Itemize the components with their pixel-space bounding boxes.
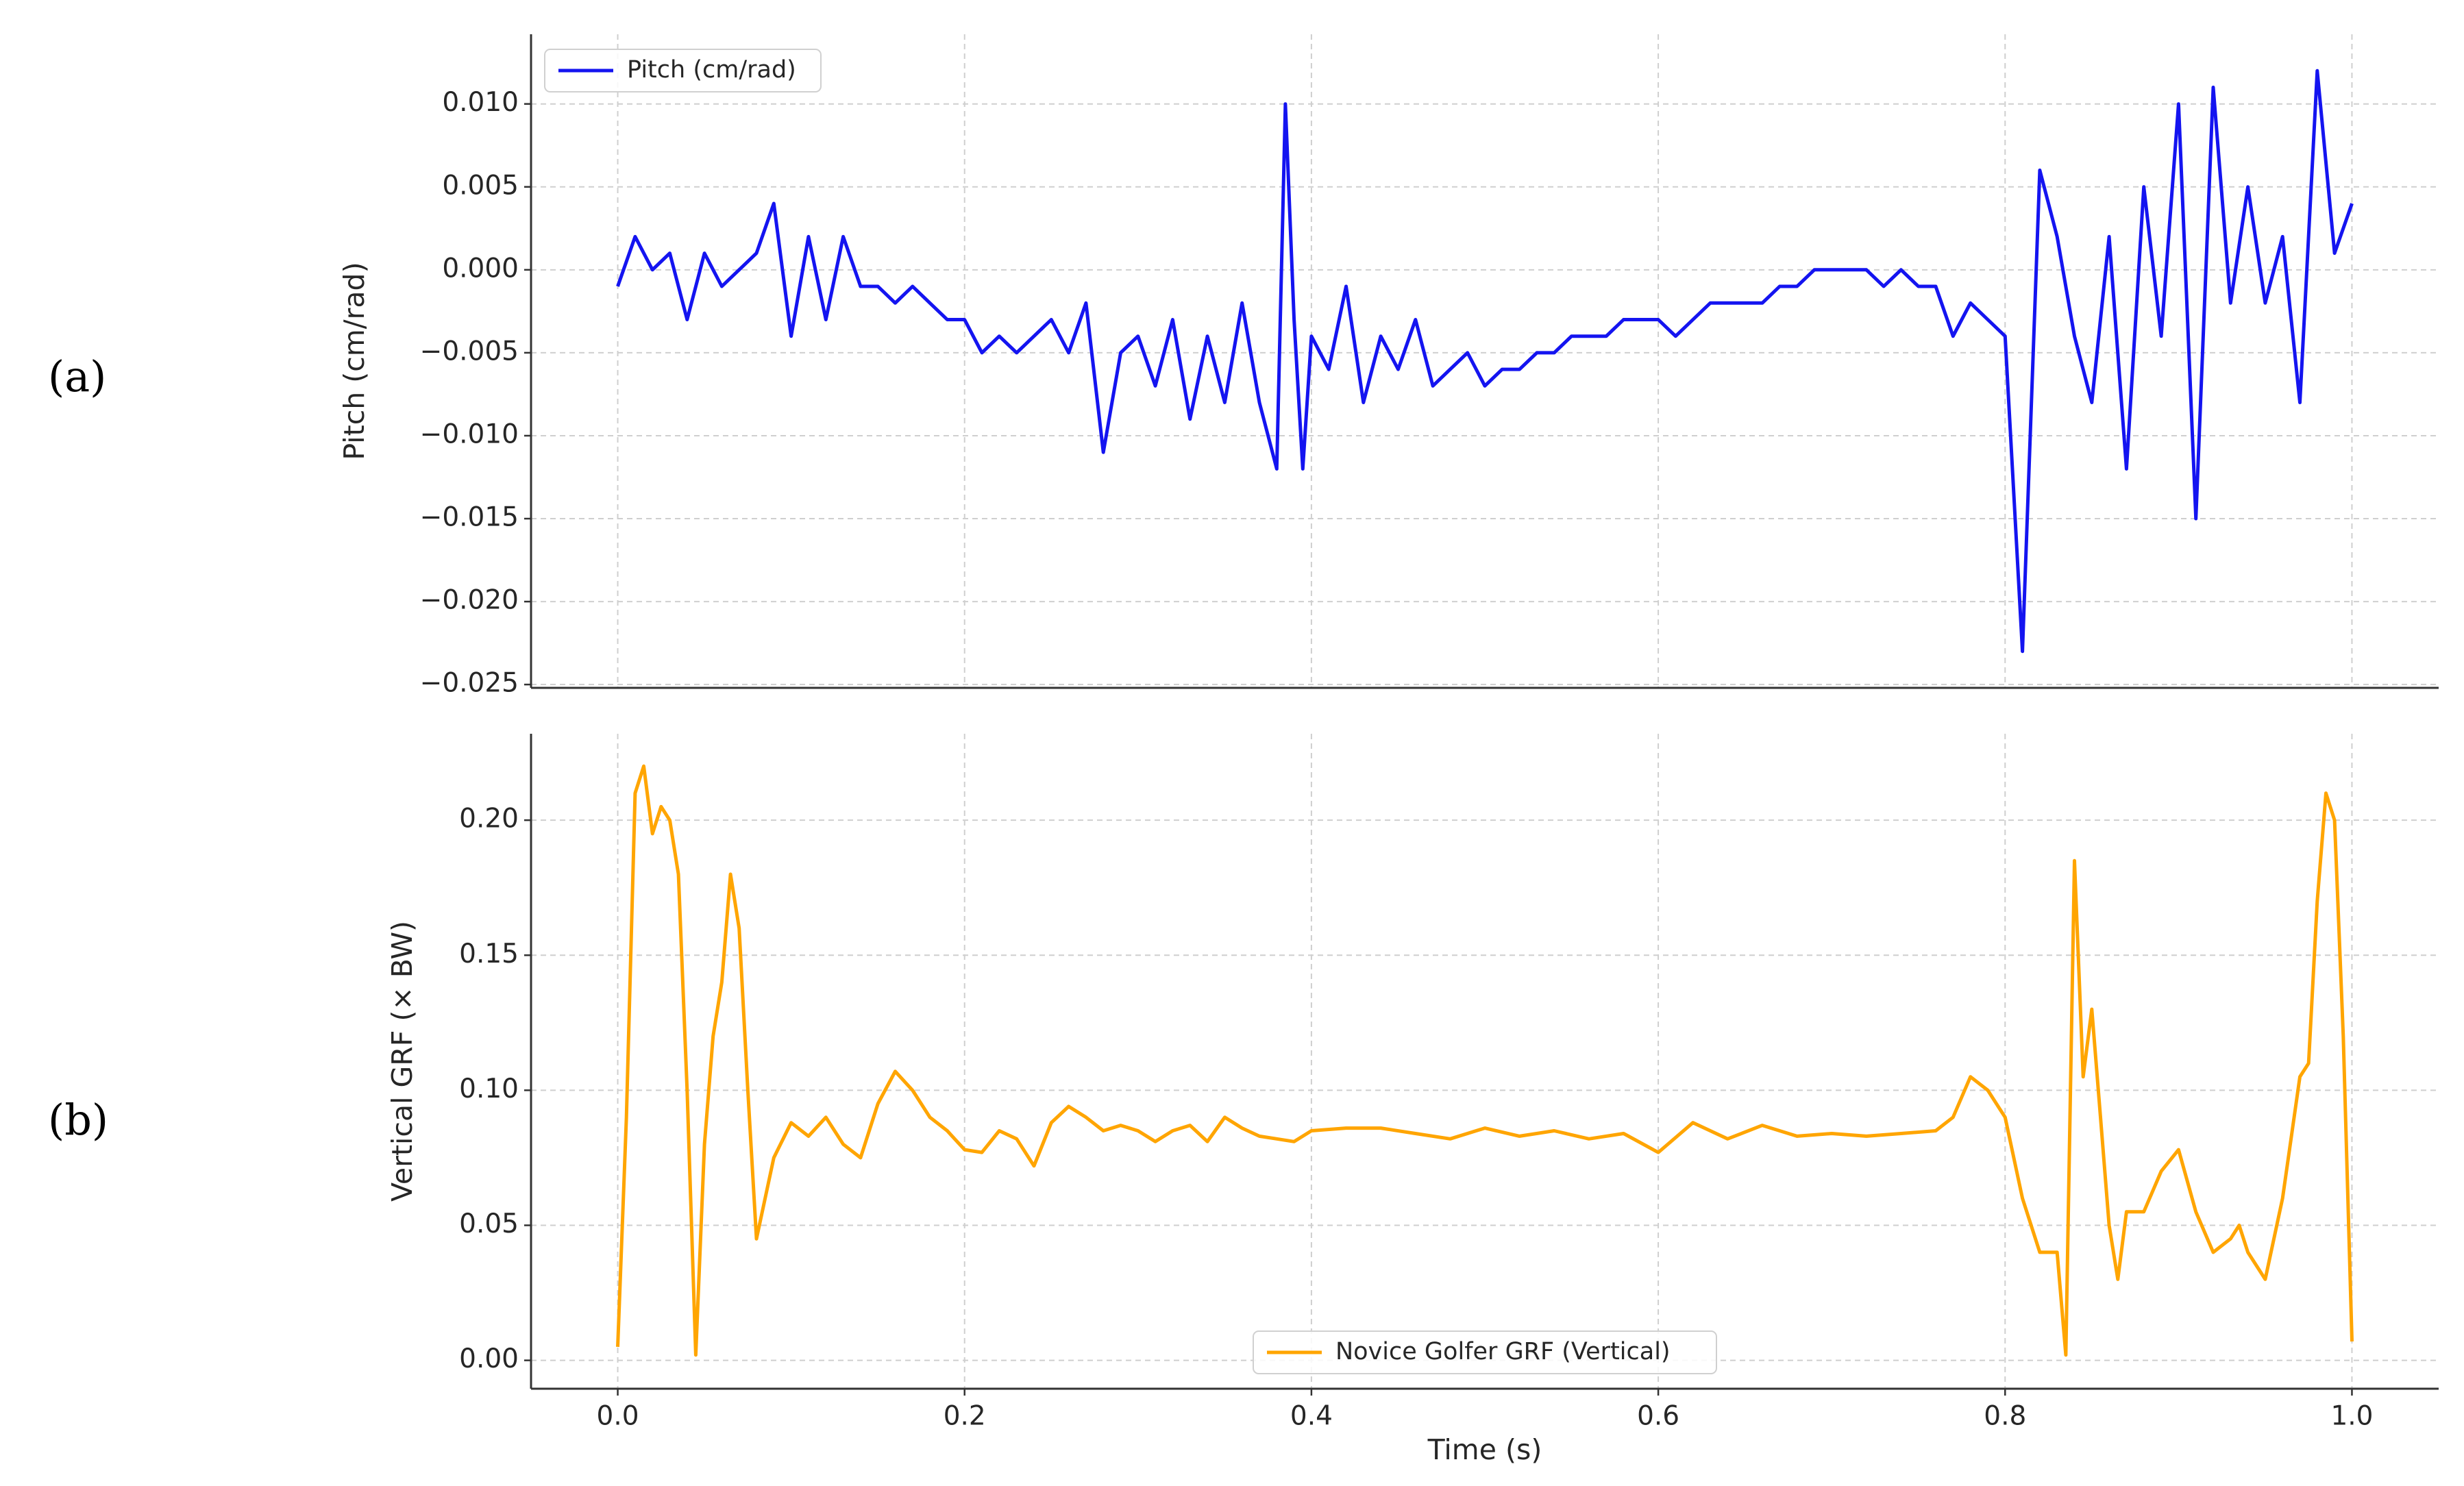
y-tick-label: 0.005 — [442, 170, 519, 201]
y-tick-label: −0.010 — [420, 419, 519, 449]
x-tick-label: 0.8 — [1984, 1401, 2026, 1432]
panel-label: (b) — [48, 1095, 108, 1145]
legend: Pitch (cm/rad) — [544, 49, 822, 92]
x-tick-label: 0.0 — [597, 1401, 639, 1432]
series-line — [616, 69, 2354, 654]
legend-label: Novice Golfer GRF (Vertical) — [1335, 1338, 1671, 1365]
x-axis-label: Time (s) — [1427, 1433, 1542, 1466]
x-tick-label: 0.4 — [1290, 1401, 1333, 1432]
y-tick-label: 0.010 — [442, 87, 519, 118]
legend-label: Pitch (cm/rad) — [627, 56, 796, 84]
x-tick-label: 0.2 — [944, 1401, 986, 1432]
y-tick-label: 0.00 — [459, 1343, 519, 1374]
panel-label: (a) — [48, 351, 106, 401]
y-axis-label: Vertical GRF (× BW) — [386, 921, 419, 1202]
y-tick-label: −0.020 — [420, 585, 519, 616]
x-tick-label: 0.6 — [1637, 1401, 1679, 1432]
x-tick-label: 1.0 — [2330, 1401, 2373, 1432]
legend: Novice Golfer GRF (Vertical) — [1253, 1330, 1717, 1374]
y-axis-label: Pitch (cm/rad) — [338, 262, 371, 460]
y-tick-label: 0.20 — [459, 804, 519, 834]
y-tick-label: 0.000 — [442, 253, 519, 284]
y-tick-label: −0.025 — [420, 668, 519, 699]
y-tick-label: 0.05 — [459, 1209, 519, 1239]
y-tick-label: 0.10 — [459, 1074, 519, 1104]
y-tick-label: −0.005 — [420, 336, 519, 367]
series-line — [616, 764, 2354, 1357]
y-tick-label: −0.015 — [420, 502, 519, 533]
legend-box — [1253, 1330, 1717, 1374]
y-tick-label: 0.15 — [459, 939, 519, 969]
legend-box — [544, 49, 822, 92]
